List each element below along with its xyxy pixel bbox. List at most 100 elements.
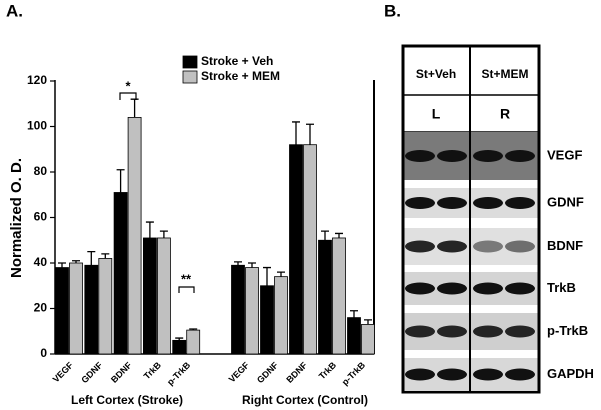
blot-row-label: GDNF <box>547 194 584 209</box>
bar <box>260 285 274 355</box>
blot-row-label: GAPDH <box>547 366 594 381</box>
bar <box>274 276 288 355</box>
blot-row-label: BDNF <box>547 238 583 253</box>
bar <box>231 264 245 355</box>
blot-row-label: VEGF <box>547 147 582 162</box>
blot-band <box>405 282 435 295</box>
panel-label: B. <box>384 1 401 20</box>
bar <box>142 237 157 355</box>
blot-band <box>437 150 467 162</box>
blot-band <box>505 325 535 338</box>
error-bar <box>292 121 300 145</box>
blot-band <box>505 240 535 253</box>
error-bar <box>306 123 314 145</box>
group-label: Left Cortex (Stroke) <box>71 393 183 407</box>
bar <box>245 267 259 355</box>
error-bar <box>248 262 256 268</box>
blot-side: R <box>500 106 510 122</box>
blot-row-label: p-TrkB <box>547 323 588 338</box>
y-axis-label: Normalized O. D. <box>8 158 25 278</box>
error-bar <box>263 266 271 286</box>
error-bar <box>364 319 372 325</box>
blot-band <box>505 368 535 381</box>
error-bar <box>189 328 198 331</box>
bar <box>55 267 69 355</box>
significance-bracket <box>119 92 137 100</box>
y-tick-label: 80 <box>34 164 48 178</box>
blot-band <box>505 150 535 162</box>
panel-label: A. <box>6 1 23 20</box>
group-label: Right Cortex (Control) <box>242 393 368 407</box>
error-bar <box>116 169 125 193</box>
blot-band <box>437 240 467 253</box>
x-tick-label: TrkB <box>142 360 164 382</box>
error-bar <box>321 230 329 241</box>
bar <box>127 117 142 355</box>
blot-band <box>505 197 535 209</box>
bar <box>172 339 187 355</box>
blot-band <box>473 240 503 253</box>
error-bar <box>72 260 80 263</box>
x-tick-label: BDNF <box>109 360 134 385</box>
significance-bracket <box>178 286 195 293</box>
error-bar <box>58 262 66 268</box>
bar <box>156 237 171 355</box>
blot-column: St+Veh <box>416 67 456 81</box>
error-bar <box>145 221 154 238</box>
x-tick-label: GDNF <box>255 360 280 385</box>
error-bar <box>234 261 242 266</box>
blot-band <box>505 282 535 295</box>
x-tick-label: TrkB <box>317 360 339 382</box>
error-bar <box>335 232 343 238</box>
blot-band <box>437 197 467 209</box>
bar <box>113 192 128 355</box>
error-bar <box>159 230 168 238</box>
legend-label: Stroke + Veh <box>201 54 273 68</box>
bar <box>69 262 83 355</box>
annotation: ** <box>181 271 192 286</box>
x-tick-label: BDNF <box>284 360 309 385</box>
blot-band <box>437 282 467 295</box>
blot-row-label: TrkB <box>547 280 576 295</box>
bar <box>84 264 99 355</box>
blot-band <box>473 282 503 295</box>
blot-band <box>437 325 467 338</box>
bar <box>332 237 346 355</box>
error-bar <box>175 337 184 341</box>
legend-swatch <box>182 55 198 69</box>
blot-band <box>405 240 435 253</box>
blot-band <box>473 197 503 209</box>
x-tick-label: p-TrkB <box>165 360 193 388</box>
blot-band <box>473 368 503 381</box>
y-tick-label: 0 <box>40 346 47 360</box>
x-tick-label: p-TrkB <box>340 360 368 388</box>
blot-band <box>405 368 435 381</box>
blot-band <box>473 150 503 162</box>
annotation: * <box>125 78 131 93</box>
blot-side: L <box>432 106 441 122</box>
bar <box>361 324 375 355</box>
error-bar <box>130 98 139 118</box>
x-tick-label: GDNF <box>79 360 104 385</box>
error-bar <box>277 271 285 277</box>
y-tick-label: 20 <box>34 301 48 315</box>
y-tick-label: 120 <box>27 73 47 87</box>
x-tick-label: VEGF <box>51 360 76 385</box>
y-tick-label: 40 <box>34 255 48 269</box>
blot-band <box>437 368 467 381</box>
error-bar <box>350 310 358 318</box>
blot-band <box>405 150 435 162</box>
bar <box>347 317 361 355</box>
y-tick-label: 100 <box>27 119 47 133</box>
blot-column: St+MEM <box>481 67 528 81</box>
error-bar <box>101 253 110 259</box>
x-tick-label: VEGF <box>227 360 252 385</box>
bar <box>186 329 201 355</box>
blot-band <box>473 325 503 338</box>
bar <box>98 258 113 355</box>
legend-label: Stroke + MEM <box>201 69 280 83</box>
bar <box>318 239 332 355</box>
legend-swatch <box>182 70 198 84</box>
y-tick-label: 60 <box>34 210 48 224</box>
